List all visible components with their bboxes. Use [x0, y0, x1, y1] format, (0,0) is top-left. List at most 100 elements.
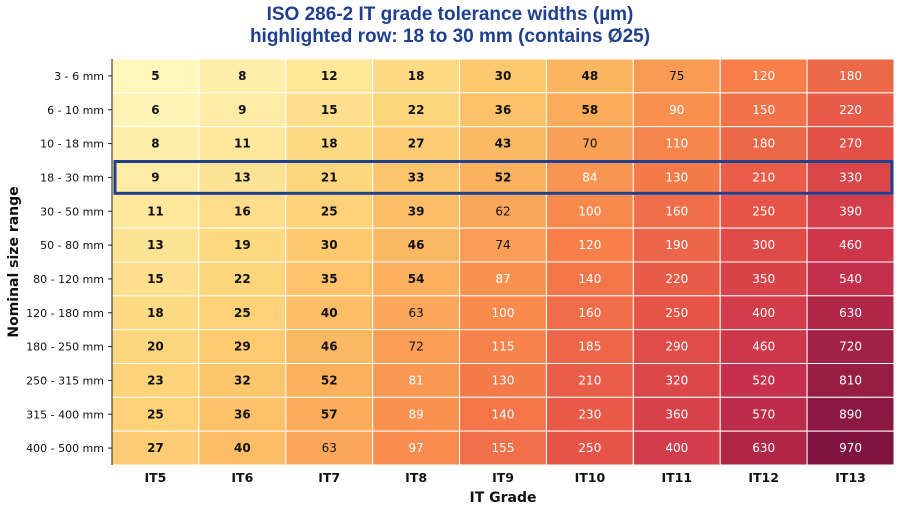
heatmap-cell [545, 430, 634, 466]
heatmap-cell [372, 126, 461, 161]
y-tick-label: 120 - 180 mm [26, 307, 104, 320]
cell-value-label: 520 [752, 373, 775, 387]
heatmap-cell [459, 329, 547, 364]
heatmap-cell [632, 261, 721, 297]
y-tick-label: 80 - 120 mm [33, 273, 104, 286]
heatmap-cell [719, 193, 808, 229]
heatmap-cell [545, 193, 634, 229]
cell-value-label: 290 [665, 340, 688, 354]
cell-value-label: 22 [234, 272, 251, 286]
cell-value-label: 130 [665, 170, 688, 184]
cell-value-label: 58 [582, 103, 599, 117]
cell-value-label: 150 [752, 103, 775, 117]
cell-value-label: 400 [752, 306, 775, 320]
cell-value-label: 46 [408, 238, 425, 252]
cell-value-label: 15 [147, 272, 164, 286]
y-tick-label: 180 - 250 mm [26, 341, 104, 354]
cell-value-label: 25 [147, 407, 164, 421]
cell-value-label: 15 [321, 103, 338, 117]
cell-value-label: 32 [234, 373, 251, 387]
cell-value-label: 52 [321, 373, 338, 387]
y-axis-label: Nominal size range [6, 186, 22, 337]
cell-value-label: 190 [665, 238, 688, 252]
heatmap-cells [111, 58, 895, 466]
cell-value-label: 40 [321, 306, 338, 320]
cell-value-label: 330 [839, 170, 862, 184]
heatmap-cell [372, 58, 461, 94]
cell-value-label: 630 [752, 441, 775, 455]
cell-value-label: 52 [495, 170, 512, 184]
cell-value-label: 8 [238, 69, 246, 83]
cell-value-label: 810 [839, 373, 862, 387]
cell-value-label: 230 [578, 407, 601, 421]
cell-value-label: 115 [492, 340, 515, 354]
cell-value-label: 54 [408, 272, 425, 286]
x-tick-label: IT13 [835, 470, 866, 485]
y-tick-labels: 3 - 6 mm 6 - 10 mm 10 - 18 mm 18 - 30 mm 30 … [26, 70, 112, 455]
cell-value-label: 87 [495, 272, 510, 286]
cell-value-label: 100 [578, 204, 601, 218]
heatmap-cell [372, 396, 461, 432]
cell-value-label: 210 [578, 373, 601, 387]
cell-value-label: 25 [321, 204, 338, 218]
cell-value-label: 63 [408, 306, 423, 320]
heatmap-cell [806, 430, 895, 466]
heatmap-cell [459, 261, 547, 297]
cell-value-label: 300 [752, 238, 775, 252]
heatmap-cell [719, 430, 808, 466]
cell-value-label: 27 [147, 441, 164, 455]
heatmap-cell [198, 295, 287, 331]
cell-value-label: 630 [839, 306, 862, 320]
cell-value-label: 20 [147, 340, 164, 354]
cell-value-label: 30 [321, 238, 338, 252]
y-tick-label: 18 - 30 mm [40, 171, 104, 184]
heatmap-cell [545, 329, 634, 364]
cell-value-label: 19 [234, 238, 251, 252]
cell-value-label: 220 [665, 272, 688, 286]
heatmap-cell [719, 363, 808, 398]
heatmap-cell [285, 329, 374, 364]
cell-value-label: 46 [321, 340, 338, 354]
heatmap-cell [459, 396, 547, 432]
heatmap-cell [719, 227, 808, 263]
cell-value-label: 90 [669, 103, 684, 117]
cell-value-label: 29 [234, 340, 251, 354]
cell-value-label: 43 [495, 137, 512, 151]
cell-value-label: 9 [238, 103, 246, 117]
cell-value-label: 350 [752, 272, 775, 286]
cell-value-label: 130 [492, 373, 515, 387]
heatmap-cell [198, 329, 287, 364]
cell-value-label: 250 [665, 306, 688, 320]
heatmap-cell [459, 227, 547, 263]
cell-value-label: 70 [582, 137, 597, 151]
heatmap-cell [198, 227, 287, 263]
cell-value-label: 21 [321, 170, 338, 184]
cell-value-label: 570 [752, 407, 775, 421]
heatmap-cell [372, 363, 461, 398]
cell-value-label: 970 [839, 441, 862, 455]
cell-value-label: 250 [578, 441, 601, 455]
highlight-row-box [113, 160, 894, 195]
x-tick-label: IT8 [405, 470, 427, 485]
y-tick-label: 250 - 315 mm [26, 374, 104, 387]
cell-value-label: 84 [582, 170, 597, 184]
cell-value-label: 210 [752, 170, 775, 184]
heatmap-cell [545, 126, 634, 161]
heatmap-cell [719, 295, 808, 331]
heatmap-cell [459, 295, 547, 331]
cell-value-label: 62 [495, 204, 510, 218]
cell-value-label: 12 [321, 69, 338, 83]
x-tick-label: IT10 [575, 470, 606, 485]
heatmap-cell [632, 295, 721, 331]
cell-value-label: 270 [839, 137, 862, 151]
heatmap-cell [632, 396, 721, 432]
cell-value-label: 57 [321, 407, 338, 421]
heatmap-cell [545, 295, 634, 331]
x-tick-label: IT11 [661, 470, 692, 485]
cell-value-label: 30 [495, 69, 512, 83]
cell-value-label: 72 [408, 340, 423, 354]
cell-value-label: 13 [234, 170, 251, 184]
heatmap-cell [806, 227, 895, 263]
